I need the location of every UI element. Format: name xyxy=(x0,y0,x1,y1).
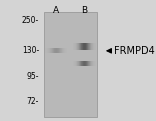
Bar xyxy=(77,61,78,66)
Bar xyxy=(75,43,76,50)
Bar xyxy=(74,43,75,50)
Text: 72-: 72- xyxy=(27,97,39,106)
Bar xyxy=(88,43,89,50)
Bar xyxy=(76,61,77,66)
Bar xyxy=(87,61,88,66)
Bar xyxy=(85,61,86,66)
Bar xyxy=(84,43,85,50)
Bar xyxy=(51,48,52,53)
Bar xyxy=(91,61,92,66)
Bar xyxy=(90,43,91,50)
Bar xyxy=(54,48,55,53)
Bar xyxy=(55,48,56,53)
Bar xyxy=(83,61,84,66)
Bar xyxy=(86,61,87,66)
Bar xyxy=(44,12,97,117)
Bar xyxy=(47,48,48,53)
Bar xyxy=(86,43,87,50)
Bar xyxy=(60,48,61,53)
Text: 130-: 130- xyxy=(22,46,39,55)
Bar xyxy=(94,61,95,66)
Bar xyxy=(63,48,64,53)
Bar xyxy=(65,48,66,53)
Bar xyxy=(56,48,57,53)
Bar xyxy=(66,48,67,53)
Bar xyxy=(61,48,62,53)
Text: B: B xyxy=(81,6,87,15)
Bar xyxy=(88,61,89,66)
Bar xyxy=(90,61,91,66)
Bar xyxy=(58,48,59,53)
Bar xyxy=(59,48,60,53)
Bar xyxy=(62,48,63,53)
Bar xyxy=(93,61,94,66)
Bar xyxy=(50,48,51,53)
Bar xyxy=(49,48,50,53)
Bar xyxy=(79,43,80,50)
Bar xyxy=(53,48,54,53)
Bar xyxy=(46,48,47,53)
Bar xyxy=(78,61,79,66)
Bar xyxy=(74,61,75,66)
Bar xyxy=(82,43,83,50)
Bar xyxy=(94,43,95,50)
Bar xyxy=(73,43,74,50)
Bar xyxy=(82,61,83,66)
Bar xyxy=(48,48,49,53)
Bar xyxy=(81,61,82,66)
Bar xyxy=(75,61,76,66)
Bar xyxy=(89,43,90,50)
Bar xyxy=(80,43,81,50)
Bar xyxy=(80,61,81,66)
Bar xyxy=(89,61,90,66)
Text: 95-: 95- xyxy=(27,72,39,81)
Bar xyxy=(76,43,77,50)
Bar xyxy=(84,61,85,66)
Bar xyxy=(93,43,94,50)
Text: 250-: 250- xyxy=(22,16,39,25)
Bar xyxy=(83,43,84,50)
Bar xyxy=(45,48,46,53)
Bar xyxy=(85,43,86,50)
Bar xyxy=(52,48,53,53)
Bar xyxy=(81,43,82,50)
Bar xyxy=(79,61,80,66)
Text: FRMPD4: FRMPD4 xyxy=(114,46,155,56)
Bar xyxy=(87,43,88,50)
Bar xyxy=(64,48,65,53)
Bar xyxy=(78,43,79,50)
Bar xyxy=(91,43,92,50)
Bar xyxy=(92,43,93,50)
Bar xyxy=(92,61,93,66)
Text: A: A xyxy=(53,6,59,15)
Bar xyxy=(77,43,78,50)
Bar xyxy=(57,48,58,53)
Bar xyxy=(73,61,74,66)
